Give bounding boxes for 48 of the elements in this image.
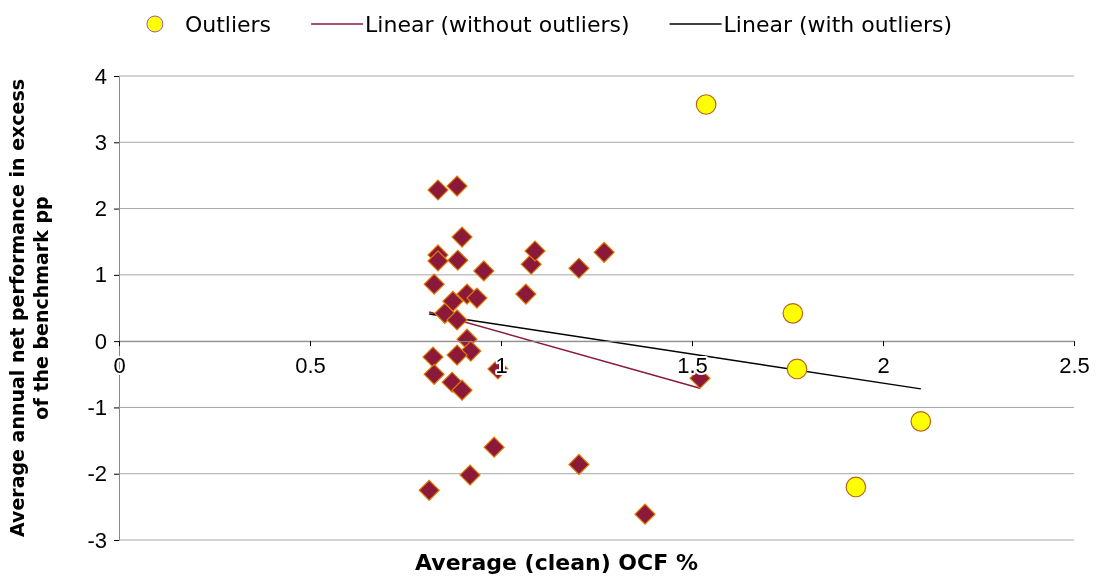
point xyxy=(446,344,468,366)
legend-label: Linear (with outliers) xyxy=(723,12,953,37)
point xyxy=(466,287,488,309)
y-tick-label: 3 xyxy=(94,129,107,155)
x-tick-label: 1.5 xyxy=(677,352,708,378)
point xyxy=(845,476,867,498)
point xyxy=(910,411,932,432)
point xyxy=(446,175,468,197)
legend-label: Linear (without outliers) xyxy=(365,12,630,37)
x-tick-label: 2.5 xyxy=(1059,352,1090,378)
point xyxy=(423,273,445,295)
point xyxy=(460,340,482,362)
y-axis-title: Average annual net performance in excess of the benchmark pp xyxy=(6,78,52,538)
legend-label: Outliers xyxy=(184,12,272,37)
point xyxy=(459,464,481,486)
y-tick-label: 1 xyxy=(94,262,107,288)
y-tick-label: 0 xyxy=(94,328,107,354)
y-tick-label: -2 xyxy=(87,461,107,487)
point xyxy=(524,240,546,262)
point xyxy=(483,436,505,458)
point xyxy=(418,479,440,501)
y-tick-label: -1 xyxy=(87,394,107,420)
point xyxy=(447,249,469,271)
point xyxy=(473,260,495,282)
y-tick-label: 2 xyxy=(94,196,107,222)
point xyxy=(446,309,468,331)
point xyxy=(434,302,456,324)
point xyxy=(442,290,464,312)
point xyxy=(423,363,445,385)
point xyxy=(515,283,537,305)
point xyxy=(451,226,473,248)
point xyxy=(593,241,615,263)
point xyxy=(568,453,590,476)
y-tick-label: -3 xyxy=(87,527,107,553)
point xyxy=(427,250,449,272)
point xyxy=(786,358,808,380)
point xyxy=(427,179,449,201)
point xyxy=(782,302,804,324)
x-tick-label: 2 xyxy=(877,352,890,378)
point xyxy=(695,94,717,115)
point xyxy=(634,503,656,525)
point xyxy=(422,346,444,368)
point xyxy=(568,257,590,279)
x-tick-label: 0 xyxy=(113,352,126,378)
point xyxy=(451,379,473,401)
y-tick-label: 4 xyxy=(94,63,107,89)
x-axis-title: Average (clean) OCF % xyxy=(415,550,698,575)
x-tick-label: 0.5 xyxy=(295,352,326,378)
